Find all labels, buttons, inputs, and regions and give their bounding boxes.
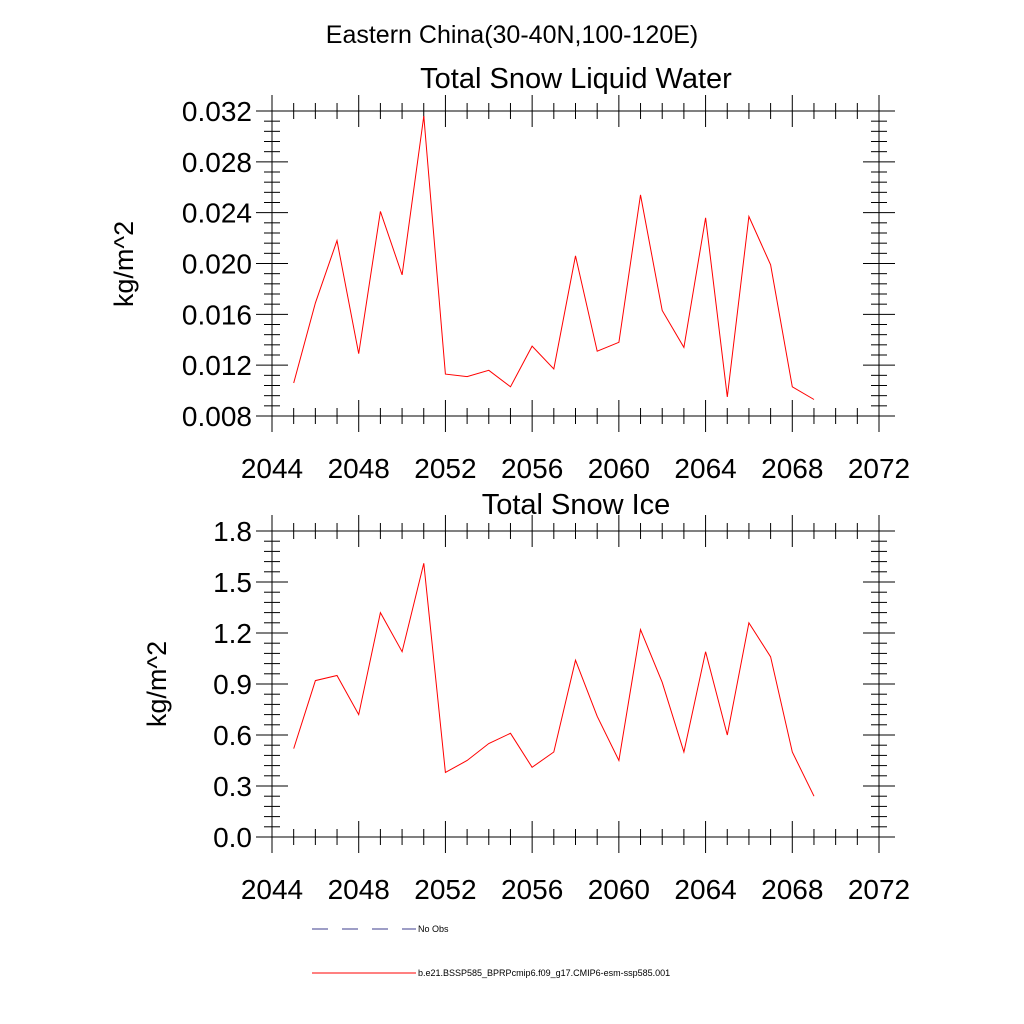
panel-2-title: Total Snow Ice (482, 489, 671, 521)
panel-1-x-tick-labels: 2044 2048 2052 2056 2060 2064 2068 2072 (241, 453, 910, 484)
panel-1-plot-frame (271, 110, 880, 417)
y-tick-label: 0.3 (213, 771, 252, 802)
x-tick-label: 2048 (328, 874, 390, 905)
panel-2-plot-frame (271, 530, 880, 838)
x-tick-label: 2052 (414, 453, 476, 484)
x-tick-label: 2052 (414, 874, 476, 905)
x-tick-label: 2060 (588, 874, 650, 905)
panel-snow-liquid-water: Total Snow Liquid Water kg/m^2 0.008 0.01… (109, 63, 910, 484)
x-tick-label: 2072 (848, 453, 910, 484)
panel-2-tick-marks (256, 515, 895, 853)
y-tick-label: 0.012 (182, 350, 252, 381)
y-tick-label: 0.024 (182, 198, 252, 229)
x-tick-label: 2068 (761, 453, 823, 484)
y-tick-label: 1.5 (213, 567, 252, 598)
panel-2-ylabel: kg/m^2 (142, 641, 172, 727)
y-tick-label: 0.032 (182, 96, 252, 127)
x-tick-label: 2048 (328, 453, 390, 484)
y-tick-label: 0.028 (182, 147, 252, 178)
y-tick-label: 0.9 (213, 669, 252, 700)
panel-2-x-tick-labels: 2044 2048 2052 2056 2060 2064 2068 2072 (241, 874, 910, 905)
legend-label-no-obs: No Obs (418, 924, 449, 934)
x-tick-label: 2068 (761, 874, 823, 905)
panel-1-y-tick-labels: 0.008 0.012 0.016 0.020 0.024 0.028 0.032 (182, 96, 252, 432)
x-tick-label: 2056 (501, 453, 563, 484)
y-tick-label: 1.8 (213, 516, 252, 547)
y-tick-label: 0.0 (213, 822, 252, 853)
x-tick-label: 2056 (501, 874, 563, 905)
figure-main-title: Eastern China(30-40N,100-120E) (326, 21, 698, 49)
panel-1-tick-marks (256, 95, 895, 432)
x-tick-label: 2044 (241, 453, 303, 484)
x-tick-label: 2044 (241, 874, 303, 905)
series-line (293, 563, 815, 797)
x-tick-label: 2064 (674, 453, 736, 484)
panel-2-series (293, 563, 815, 797)
panel-1-ylabel: kg/m^2 (109, 221, 139, 307)
x-tick-label: 2060 (588, 453, 650, 484)
legend: No Obs b.e21.BSSP585_BPRPcmip6.f09_g17.C… (312, 924, 670, 978)
x-tick-label: 2064 (674, 874, 736, 905)
y-tick-label: 0.016 (182, 299, 252, 330)
legend-label-model-run: b.e21.BSSP585_BPRPcmip6.f09_g17.CMIP6-es… (418, 968, 670, 978)
panel-2-y-tick-labels: 0.0 0.3 0.6 0.9 1.2 1.5 1.8 (213, 516, 252, 853)
panel-snow-ice: Total Snow Ice kg/m^2 0.0 0.3 0.6 0.9 1.2 1.5… (142, 489, 910, 905)
panel-1-series (293, 116, 815, 400)
series-line (293, 116, 815, 400)
x-tick-label: 2072 (848, 874, 910, 905)
panel-1-title: Total Snow Liquid Water (420, 63, 732, 95)
y-tick-label: 1.2 (213, 618, 252, 649)
y-tick-label: 0.008 (182, 401, 252, 432)
y-tick-label: 0.020 (182, 249, 252, 280)
y-tick-label: 0.6 (213, 720, 252, 751)
